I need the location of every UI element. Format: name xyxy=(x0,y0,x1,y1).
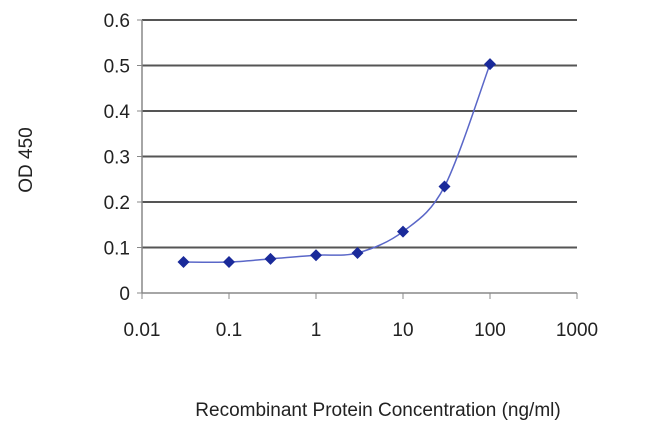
y-tick-label: 0.5 xyxy=(104,57,130,78)
y-tick-label: 0.3 xyxy=(104,148,130,169)
y-tick-label: 0.2 xyxy=(104,193,130,214)
series-line xyxy=(183,63,491,264)
data-point xyxy=(397,225,409,238)
y-axis-label: OD 450 xyxy=(16,127,37,192)
x-tick-label: 1 xyxy=(311,320,322,341)
y-tick-labels: 0 0.1 0.2 0.3 0.4 0.5 0.6 xyxy=(104,11,131,305)
x-tick-labels: 0.01 0.1 1 10 100 1000 xyxy=(124,320,599,341)
x-tick-label: 10 xyxy=(392,320,413,341)
x-tick-label: 1000 xyxy=(556,320,598,341)
series xyxy=(177,58,496,269)
data-point xyxy=(438,180,451,193)
x-tick-label: 0.01 xyxy=(124,320,161,341)
data-point xyxy=(223,256,235,269)
data-point xyxy=(310,249,322,262)
x-tick-label: 100 xyxy=(474,320,506,341)
data-point xyxy=(177,256,190,269)
x-axis-label: Recombinant Protein Concentration (ng/ml… xyxy=(195,400,560,421)
y-tick-label: 0 xyxy=(119,284,130,305)
y-tick-label: 0.1 xyxy=(104,239,130,260)
data-point xyxy=(351,246,364,259)
y-tick-label: 0.4 xyxy=(104,102,131,123)
x-tick-label: 0.1 xyxy=(216,320,242,341)
data-point xyxy=(264,252,277,265)
data-point xyxy=(484,58,496,71)
y-tick-label: 0.6 xyxy=(104,11,130,32)
gridlines xyxy=(137,19,578,299)
